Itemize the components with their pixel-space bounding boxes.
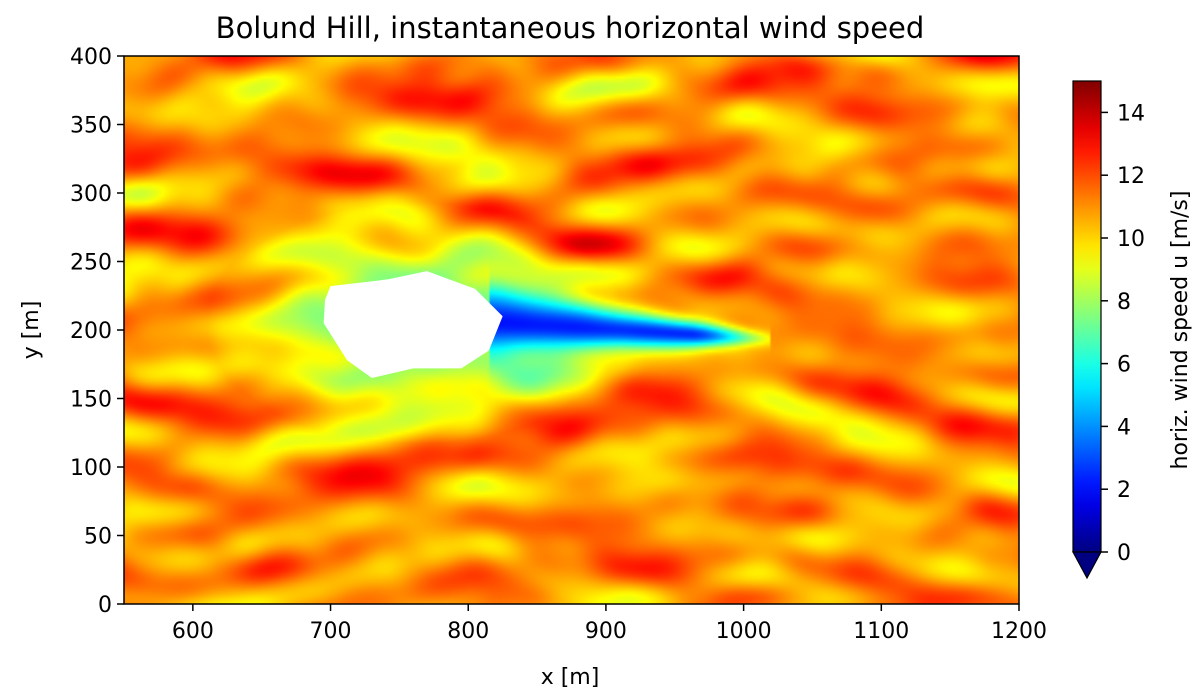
x-tick-label: 600 [172, 619, 214, 644]
y-tick-label: 250 [70, 251, 112, 276]
hill-mask [323, 271, 503, 378]
x-axis-label: x [m] [541, 665, 600, 690]
y-axis-label: y [m] [19, 301, 44, 360]
x-tick-label: 1200 [991, 619, 1047, 644]
colorbar-tick-label: 8 [1117, 290, 1131, 315]
colorbar-gradient [1072, 80, 1102, 553]
y-tick-label: 100 [70, 456, 112, 481]
colorbar-tick-label: 2 [1117, 478, 1131, 503]
colorbar-label: horiz. wind speed u [m/s] [1168, 191, 1193, 470]
y-tick-label: 50 [84, 525, 112, 550]
colorbar-tick-label: 6 [1117, 353, 1131, 378]
x-tick-label: 800 [447, 619, 489, 644]
wind-speed-field [124, 56, 1019, 604]
x-tick-label: 900 [585, 619, 627, 644]
colorbar-tick-label: 10 [1117, 227, 1145, 252]
y-tick-label: 400 [70, 45, 112, 70]
colorbar-extend-min [1071, 551, 1103, 580]
x-tick-label: 700 [310, 619, 352, 644]
y-tick-label: 300 [70, 182, 112, 207]
colorbar: 0 2 4 6 8 10 12 14 horiz. wind speed u [m/s] [1071, 80, 1193, 580]
y-tick-label: 350 [70, 114, 112, 139]
chart-title: Bolund Hill, instantaneous horizontal wi… [216, 11, 925, 45]
y-tick-label: 200 [70, 319, 112, 344]
y-tick-label: 150 [70, 388, 112, 413]
x-tick-label: 1100 [853, 619, 909, 644]
colorbar-tick-label: 0 [1117, 541, 1131, 566]
colorbar-tick-label: 4 [1117, 415, 1131, 440]
y-tick-label: 0 [98, 593, 112, 618]
x-tick-label: 1000 [716, 619, 772, 644]
colorbar-tick-label: 14 [1117, 101, 1145, 126]
colorbar-tick-label: 12 [1117, 164, 1145, 189]
y-axis: 0 50 100 150 200 250 300 350 400 [70, 45, 124, 618]
x-axis: 600 700 800 900 1000 1100 1200 [172, 604, 1047, 644]
